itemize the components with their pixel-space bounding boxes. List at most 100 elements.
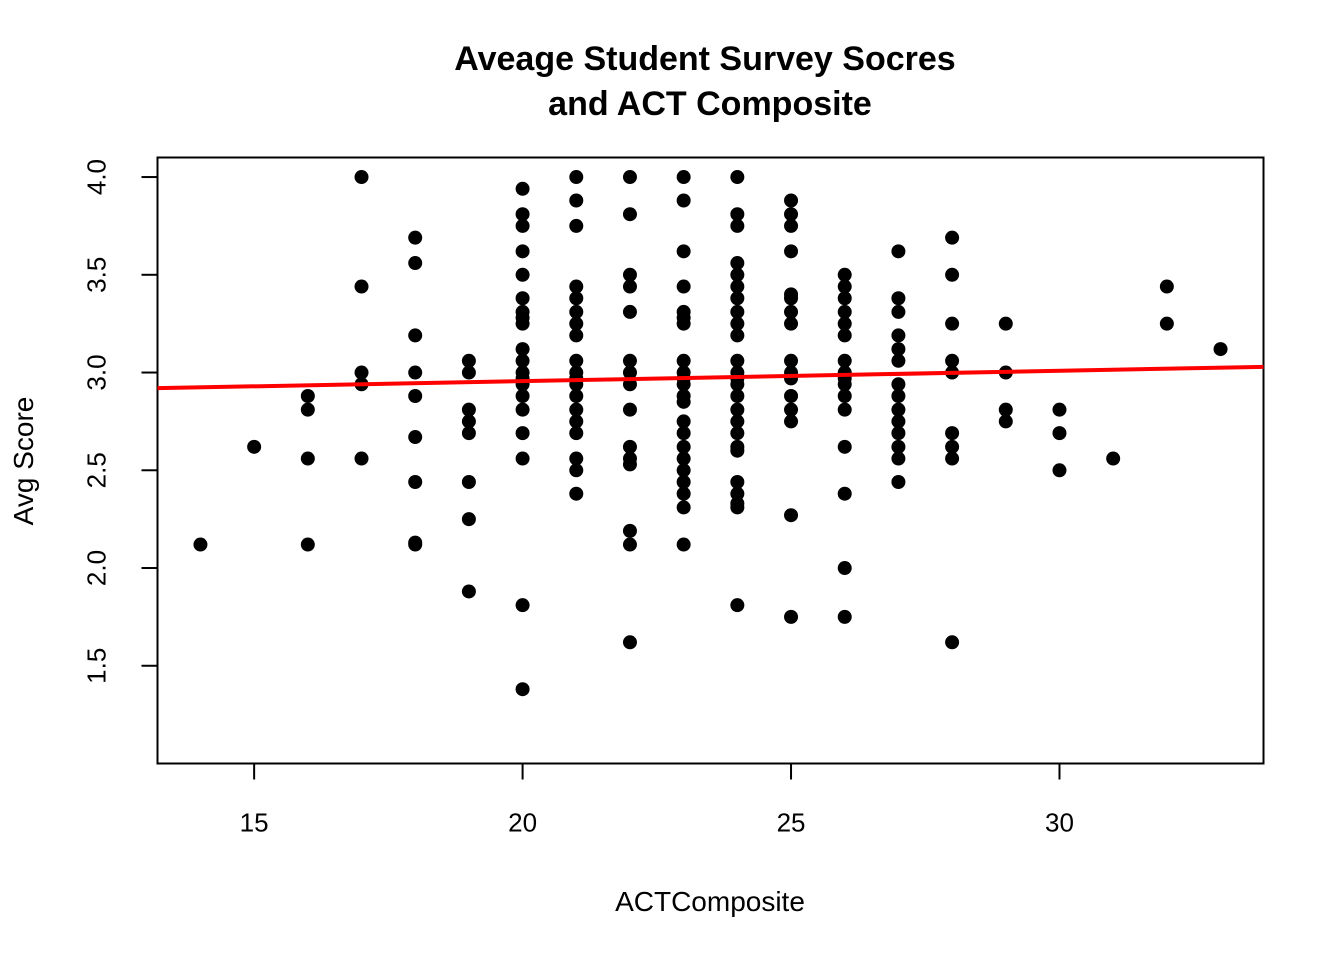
- data-point: [945, 316, 960, 331]
- data-point: [837, 328, 852, 343]
- data-point: [515, 353, 530, 368]
- data-point: [515, 598, 530, 613]
- data-point: [408, 365, 423, 380]
- data-point: [676, 463, 691, 478]
- data-point: [676, 439, 691, 454]
- data-point: [676, 414, 691, 429]
- x-tick-label: 20: [508, 808, 537, 838]
- data-point: [730, 218, 745, 233]
- data-point: [837, 388, 852, 403]
- data-point: [461, 475, 476, 490]
- data-point: [784, 353, 799, 368]
- data-point: [300, 388, 315, 403]
- data-point: [461, 414, 476, 429]
- data-point: [461, 426, 476, 441]
- data-point: [676, 486, 691, 501]
- data-point: [1052, 402, 1067, 417]
- data-point: [676, 426, 691, 441]
- data-point: [837, 291, 852, 306]
- y-tick-label: 3.5: [82, 257, 112, 293]
- data-point: [891, 328, 906, 343]
- data-point: [730, 377, 745, 392]
- data-point: [730, 279, 745, 294]
- data-point: [891, 377, 906, 392]
- data-point: [569, 414, 584, 429]
- data-point: [837, 353, 852, 368]
- data-point: [408, 256, 423, 271]
- data-point: [569, 426, 584, 441]
- data-point: [784, 609, 799, 624]
- data-point: [891, 451, 906, 466]
- y-tick-label: 2.5: [82, 452, 112, 488]
- data-point: [622, 170, 637, 185]
- data-point: [730, 598, 745, 613]
- y-tick-label: 3.0: [82, 354, 112, 390]
- data-point: [998, 316, 1013, 331]
- data-point: [998, 402, 1013, 417]
- data-point: [945, 426, 960, 441]
- y-axis: 1.5 2.0 2.5 3.0 3.5 4.0: [82, 159, 159, 684]
- data-point: [515, 426, 530, 441]
- data-point: [784, 193, 799, 208]
- data-point: [945, 635, 960, 650]
- data-point: [837, 439, 852, 454]
- data-point: [354, 279, 369, 294]
- data-point: [837, 486, 852, 501]
- data-point: [300, 402, 315, 417]
- data-point: [622, 365, 637, 380]
- data-point: [1213, 342, 1228, 357]
- data-point: [622, 439, 637, 454]
- data-point: [730, 170, 745, 185]
- data-point: [461, 365, 476, 380]
- data-point: [784, 402, 799, 417]
- data-point: [730, 291, 745, 306]
- x-axis-label: ACTComposite: [615, 886, 805, 917]
- data-point: [515, 316, 530, 331]
- data-point: [408, 230, 423, 245]
- regression-line: [157, 364, 1264, 391]
- scatter-points: [193, 170, 1228, 697]
- data-point: [837, 561, 852, 576]
- y-axis-label: Avg Score: [8, 397, 39, 526]
- data-point: [676, 316, 691, 331]
- data-point: [622, 635, 637, 650]
- data-point: [730, 267, 745, 282]
- data-point: [784, 244, 799, 259]
- y-tick-label: 4.0: [82, 159, 112, 195]
- data-point: [300, 451, 315, 466]
- data-point: [730, 500, 745, 515]
- data-point: [730, 353, 745, 368]
- data-point: [1159, 316, 1174, 331]
- data-point: [569, 328, 584, 343]
- x-axis: 15 20 25 30: [240, 762, 1074, 838]
- data-point: [891, 426, 906, 441]
- data-point: [515, 291, 530, 306]
- data-point: [1052, 463, 1067, 478]
- data-point: [891, 244, 906, 259]
- data-point: [891, 291, 906, 306]
- data-point: [515, 682, 530, 697]
- data-point: [569, 451, 584, 466]
- data-point: [676, 537, 691, 552]
- data-point: [408, 537, 423, 552]
- x-tick-label: 30: [1045, 808, 1074, 838]
- data-point: [730, 414, 745, 429]
- data-point: [945, 353, 960, 368]
- data-point: [622, 537, 637, 552]
- data-point: [622, 207, 637, 222]
- data-point: [891, 342, 906, 357]
- data-point: [1159, 279, 1174, 294]
- data-point: [730, 443, 745, 458]
- data-point: [784, 508, 799, 523]
- data-point: [569, 486, 584, 501]
- data-point: [408, 328, 423, 343]
- data-point: [676, 475, 691, 490]
- data-point: [515, 388, 530, 403]
- data-point: [891, 388, 906, 403]
- data-point: [569, 170, 584, 185]
- data-point: [784, 414, 799, 429]
- data-point: [569, 218, 584, 233]
- data-point: [461, 402, 476, 417]
- data-point: [891, 439, 906, 454]
